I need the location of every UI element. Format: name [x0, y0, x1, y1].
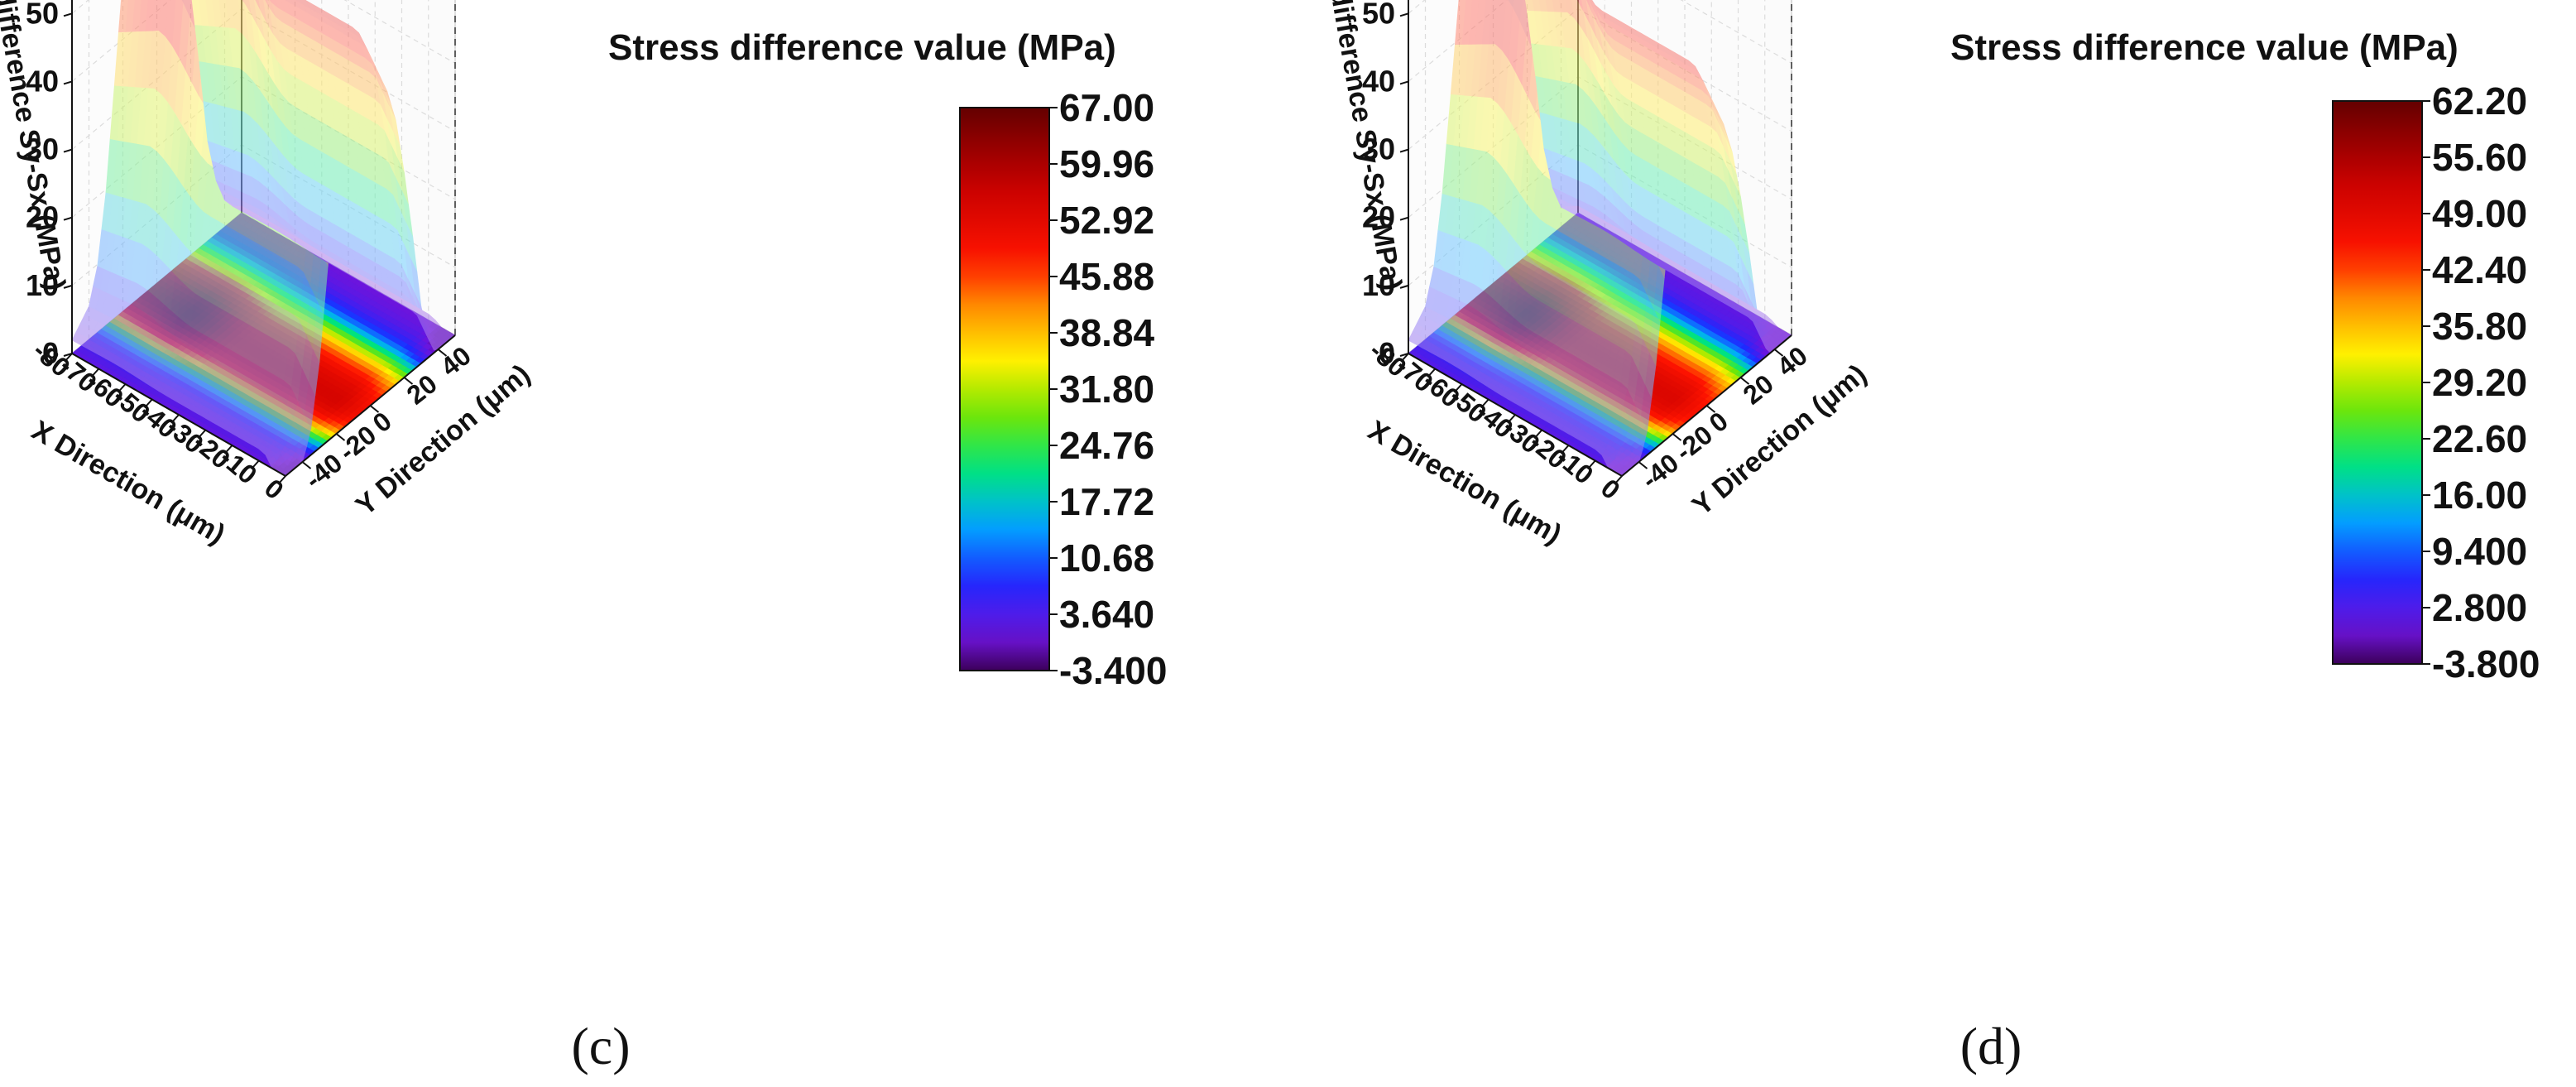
plot-area: 010203040506070Stress difference Sy-Sx (… — [0, 0, 1167, 1075]
z-tick-label: 40 — [26, 64, 59, 98]
z-tick-label: 50 — [26, 0, 59, 30]
z-tick-label: 30 — [26, 132, 59, 166]
surface-mesh — [71, 0, 456, 477]
surface-cell — [138, 0, 148, 32]
panel-c: 010203040506070Stress difference Sy-Sx (… — [0, 0, 1167, 1075]
surface-cell — [151, 0, 161, 31]
x-tick — [64, 353, 73, 363]
surface-plot-d: 010203040506070Stress difference Sy-Sx (… — [1307, 0, 2540, 1075]
x-tick — [277, 475, 286, 485]
colorbar-tick-label: 17.72 — [1059, 480, 1154, 523]
surface-cell — [125, 0, 135, 32]
surface-mesh — [1408, 0, 1792, 477]
colorbar: 67.00 59.96 52.92 45.88 38.84 31.80 24.76 17.72… — [608, 27, 1167, 692]
y-tick — [369, 405, 380, 413]
x-tick — [90, 368, 99, 378]
surface-cell — [118, 0, 128, 33]
z-tick — [63, 284, 73, 289]
y-tick — [335, 433, 346, 441]
x-tick — [251, 459, 260, 470]
surface-cell — [165, 0, 176, 46]
surface-cell — [145, 0, 155, 31]
colorbar-tick-label: 10.68 — [1059, 536, 1154, 580]
plot-area: 010203040506070Stress difference Sy-Sx (… — [1307, 0, 2540, 1075]
colorbar-tick-label: 52.92 — [1059, 199, 1154, 242]
colorbar-rect — [959, 107, 1050, 671]
z-axis: 010203040506070Stress difference Sy-Sx (… — [0, 0, 73, 370]
x-tick — [197, 429, 206, 440]
z-tick-label: 20 — [26, 200, 59, 234]
z-tick — [63, 12, 73, 17]
colorbar-tick-label: 67.00 — [1059, 86, 1154, 129]
surface-cell — [158, 0, 169, 37]
colorbar-tick-label: 31.80 — [1059, 368, 1154, 411]
x-tick — [117, 383, 127, 393]
surface-cell — [182, 0, 193, 17]
panel-d: 010203040506070Stress difference Sy-Sx (… — [1288, 0, 2576, 1087]
colorbar-tick-label: 3.640 — [1059, 593, 1154, 636]
colorbar-tick-label: 24.76 — [1059, 424, 1154, 467]
x-tick — [144, 398, 153, 409]
y-tick — [403, 377, 414, 385]
surface-cell — [181, 0, 184, 3]
colorbar-tick-label: -3.400 — [1059, 649, 1167, 692]
z-tick — [63, 80, 73, 85]
z-tick — [63, 148, 73, 153]
colorbar-title: Stress difference value (MPa) — [608, 27, 1116, 68]
x-tick — [170, 414, 180, 424]
surface-cell — [236, 205, 250, 210]
surface-plot-c: 010203040506070Stress difference Sy-Sx (… — [0, 0, 1167, 1075]
y-tick — [437, 349, 448, 357]
panel-label: (c) — [571, 1017, 630, 1075]
x-tick — [223, 445, 233, 455]
z-axis-label: Stress difference Sy-Sx (MPa) — [0, 0, 71, 293]
y-tick — [301, 461, 312, 469]
surface-cell — [132, 0, 142, 32]
z-tick — [63, 216, 73, 221]
colorbar-tick-label: 45.88 — [1059, 255, 1154, 298]
z-tick-label: 0 — [42, 336, 59, 370]
colorbar-tick-label: 59.96 — [1059, 142, 1154, 185]
colorbar-tick-label: 38.84 — [1059, 311, 1155, 354]
z-tick-label: 10 — [26, 268, 59, 302]
x-tick-label: 0 — [259, 473, 290, 505]
